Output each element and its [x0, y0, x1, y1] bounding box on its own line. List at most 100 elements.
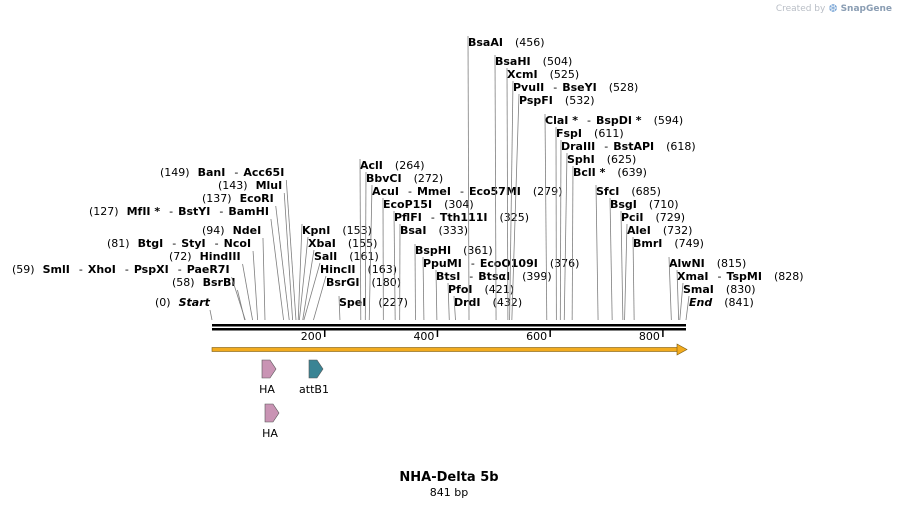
enzyme-name: PfoI [448, 283, 473, 296]
site-position: (528) [609, 81, 639, 94]
restriction-site: PspFI (532) [511, 93, 595, 321]
site-leader-line [302, 249, 315, 321]
site-leader-line [632, 236, 635, 321]
site-position: (432) [493, 296, 523, 309]
enzyme-name: BsgI [610, 198, 637, 211]
feature-arrow-icon [264, 403, 280, 423]
site-position: (163) [368, 263, 398, 276]
site-separator: - [215, 237, 219, 250]
enzyme-name: FspI [556, 127, 582, 140]
site-leader-line [506, 67, 509, 321]
enzyme-name: PaeR7I [187, 263, 230, 276]
sequence-length: 841 bp [429, 486, 469, 499]
restriction-site: (81) BtgI - StyI - NcoI [107, 237, 259, 321]
enzyme-name: SpeI [339, 296, 366, 309]
site-position: (333) [438, 224, 468, 237]
restriction-site: SphI (625) [563, 152, 636, 321]
site-position: (830) [726, 283, 756, 296]
site-position: (72) [169, 250, 192, 263]
enzyme-name: AlwNI [669, 257, 705, 270]
restriction-site: XcmI (525) [506, 67, 579, 321]
site-position: (272) [414, 172, 444, 185]
enzyme-name: MfII * [127, 205, 161, 218]
site-position: (376) [550, 257, 580, 270]
site-position: (59) [12, 263, 35, 276]
site-leader-line [544, 113, 548, 321]
enzyme-name: BamHI [228, 205, 269, 218]
site-leader-line [511, 93, 520, 321]
enzyme-name: PflFI [394, 211, 422, 224]
enzyme-name: MluI [256, 179, 283, 192]
enzyme-name: BspDI * [596, 114, 642, 127]
site-position: (815) [717, 257, 747, 270]
restriction-site: PpuMI - EcoO109I (376) [422, 256, 580, 321]
site-separator: - [431, 211, 435, 224]
enzyme-name: BtsαI [478, 270, 510, 283]
site-position: (137) [202, 192, 232, 205]
backbone-top-strand [212, 324, 686, 327]
site-leader-line [359, 158, 362, 321]
enzyme-name: EcoP15I [383, 198, 432, 211]
site-separator: - [219, 205, 223, 218]
enzyme-name: EcoRI [240, 192, 274, 205]
site-separator: - [79, 263, 83, 276]
ruler-tick-label: 800 [639, 330, 660, 343]
restriction-site: AlwNI (815) [668, 256, 747, 321]
site-position: (279) [533, 185, 563, 198]
restriction-site: FspI (611) [555, 126, 624, 321]
site-separator: - [471, 257, 475, 270]
site-position: (399) [522, 270, 552, 283]
site-position: (421) [485, 283, 515, 296]
site-leader-line [338, 295, 341, 321]
site-leader-line [679, 282, 684, 321]
restriction-site: (127) MfII * - BstYI - BamHI [89, 205, 284, 321]
site-leader-line [685, 295, 690, 321]
site-leader-line [494, 54, 497, 321]
restriction-site: SpeI (227) [338, 295, 408, 321]
ruler-tick-label: 600 [526, 330, 547, 343]
site-position: (639) [617, 166, 647, 179]
site-position: (456) [515, 36, 545, 49]
ruler-tick-label: 400 [413, 330, 434, 343]
restriction-site: (149) BanI - Acc65I [160, 166, 297, 321]
sequence-title: NHA-Delta 5b [399, 470, 499, 485]
site-leader-line [453, 295, 456, 321]
site-leader-line [303, 262, 321, 321]
restriction-site: SmaI (830) [679, 282, 756, 321]
enzyme-name: BsaHI [495, 55, 531, 68]
restriction-site: SfcI (685) [595, 184, 661, 321]
site-separator: - [172, 237, 176, 250]
enzyme-name: SphI [567, 153, 595, 166]
restriction-site: AclI (264) [359, 158, 425, 321]
enzyme-name: PciI [621, 211, 643, 224]
enzyme-name: End [689, 296, 712, 309]
ruler-tick-label: 200 [301, 330, 322, 343]
site-leader-line [252, 250, 259, 321]
enzyme-name: SmaI [683, 283, 714, 296]
backbone-arrow-head [676, 343, 688, 356]
site-leader-line [624, 223, 628, 321]
site-leader-line [422, 256, 425, 321]
enzyme-name: BstYI [178, 205, 210, 218]
site-leader-line [571, 165, 574, 321]
enzyme-name: HindIII [200, 250, 241, 263]
enzyme-name: PvuII [513, 81, 544, 94]
enzyme-name: SfcI [596, 185, 619, 198]
restriction-site: PvuII - BseYI (528) [509, 80, 639, 321]
feature-arrow-icon [261, 359, 277, 379]
snapgene-brand: Created by ❆ SnapGene [776, 2, 892, 15]
site-position: (94) [202, 224, 225, 237]
enzyme-name: NcoI [224, 237, 251, 250]
site-leader-line [231, 276, 246, 321]
site-leader-line [563, 152, 568, 321]
enzyme-name: BtsI [436, 270, 460, 283]
enzyme-name: BbvCI [366, 172, 402, 185]
site-position: (127) [89, 205, 119, 218]
enzyme-name: BstAPI [613, 140, 654, 153]
restriction-site: PflFI - Tth111I (325) [393, 210, 529, 321]
restriction-site: BtsI - BtsαI (399) [435, 269, 552, 321]
enzyme-name: Tth111I [440, 211, 488, 224]
enzyme-name: AleI [627, 224, 651, 237]
site-position: (155) [348, 237, 378, 250]
